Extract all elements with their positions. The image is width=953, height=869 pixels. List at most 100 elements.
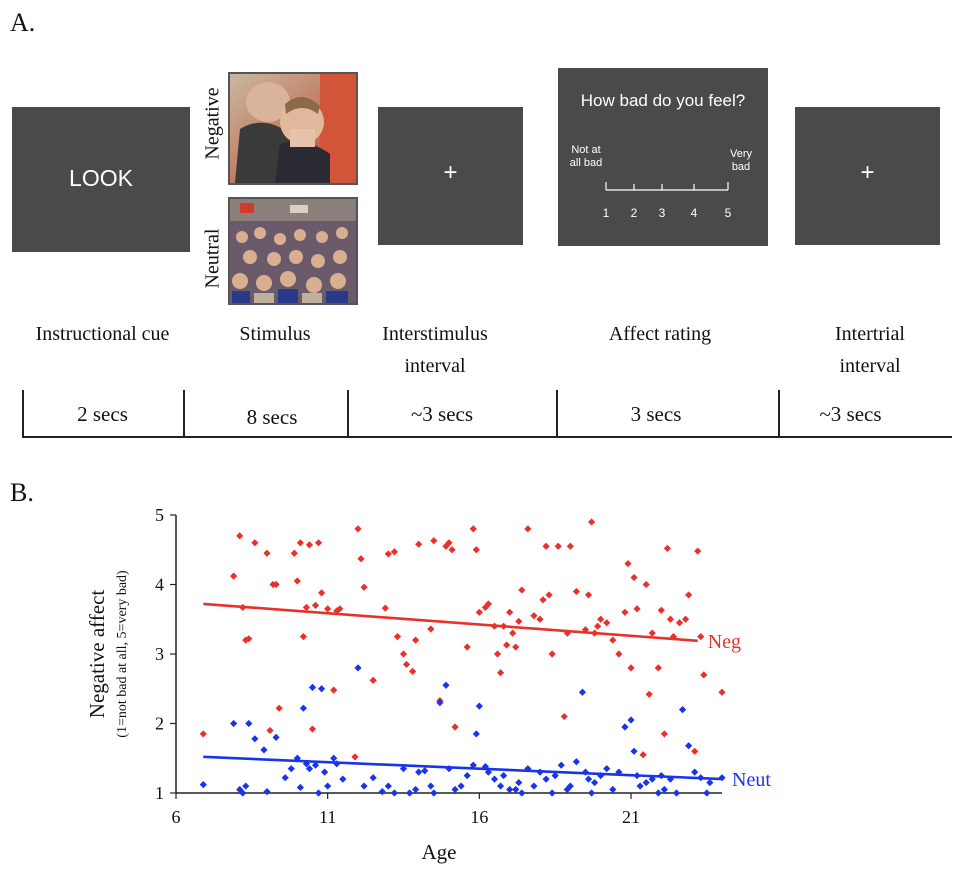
neg-data-point bbox=[515, 617, 523, 625]
neut-data-point bbox=[242, 782, 250, 790]
step-label-affect-rating: Affect rating bbox=[608, 323, 712, 345]
neut-data-point bbox=[475, 702, 483, 710]
neut-data-point bbox=[427, 782, 435, 790]
neut-data-point bbox=[287, 765, 295, 773]
neut-data-point bbox=[578, 688, 587, 696]
neg-data-point bbox=[609, 636, 617, 644]
neg-data-point bbox=[718, 688, 726, 696]
neg-data-point bbox=[296, 539, 304, 547]
neg-data-point bbox=[530, 612, 538, 620]
neg-data-point bbox=[682, 615, 690, 623]
neut-data-point bbox=[685, 742, 693, 750]
neut-data-point bbox=[430, 789, 438, 797]
neg-data-point bbox=[584, 591, 593, 599]
scale-5: 5 bbox=[724, 206, 732, 220]
neg-data-point bbox=[493, 650, 502, 658]
neg-data-point bbox=[445, 539, 453, 547]
neut-data-point bbox=[630, 747, 638, 755]
neut-data-point bbox=[436, 699, 444, 707]
neut-data-point bbox=[296, 783, 304, 792]
neutral-stimulus-image bbox=[228, 197, 358, 305]
neut-data-point bbox=[584, 775, 593, 783]
neg-data-point bbox=[384, 550, 392, 558]
neg-data-point bbox=[666, 615, 675, 623]
panel-b-label: B. bbox=[10, 478, 34, 507]
neg-data-point bbox=[691, 747, 699, 755]
neg-data-point bbox=[603, 619, 611, 627]
neg-data-point bbox=[475, 608, 483, 616]
rating-right-anchor: Very bad bbox=[729, 148, 752, 173]
affect-rating-screen: How bad do you feel? Not at all bad Very… bbox=[558, 68, 768, 246]
neut-data-point bbox=[666, 775, 675, 783]
neg-data-point bbox=[308, 725, 317, 733]
step-label-interstimulus: Interstimulus interval bbox=[382, 323, 488, 377]
neg-data-point bbox=[263, 549, 271, 557]
neut-data-point bbox=[457, 782, 465, 790]
duration-instructional-cue: 2 secs bbox=[77, 402, 128, 426]
neg-data-point bbox=[354, 525, 362, 533]
step-label-intertrial: Intertrial interval bbox=[835, 323, 905, 377]
neg-data-point bbox=[657, 606, 665, 614]
panel-a-label: A. bbox=[10, 8, 36, 37]
duration-stimulus: 8 secs bbox=[246, 405, 298, 429]
neut-data-point bbox=[490, 775, 499, 783]
neg-data-point bbox=[305, 541, 314, 549]
negative-stimulus-image bbox=[228, 72, 358, 185]
neg-data-point bbox=[496, 669, 505, 677]
neg-data-point bbox=[399, 650, 408, 658]
neut-data-point bbox=[360, 782, 368, 790]
neut-data-point bbox=[524, 765, 532, 773]
neg-data-point bbox=[654, 664, 662, 672]
neg-data-point bbox=[448, 546, 456, 554]
neut-data-point bbox=[587, 789, 596, 797]
neg-data-point bbox=[663, 544, 671, 552]
neg-data-point bbox=[360, 583, 368, 591]
neut-data-point bbox=[706, 778, 714, 787]
timeline-tick-2 bbox=[347, 390, 349, 437]
neg-data-point bbox=[512, 643, 520, 651]
neut-data-point bbox=[672, 789, 681, 797]
duration-intertrial: ~3 secs bbox=[819, 402, 882, 426]
intertrial-screen: + bbox=[795, 107, 940, 245]
neg-data-point bbox=[275, 704, 283, 712]
neut-data-point bbox=[299, 704, 307, 712]
neg-data-point bbox=[311, 601, 320, 609]
neut-data-point bbox=[239, 789, 247, 797]
neut-data-point bbox=[451, 785, 459, 794]
neg-data-point bbox=[560, 712, 568, 721]
y-tick-label: 4 bbox=[155, 575, 164, 595]
neg-data-point bbox=[409, 667, 417, 675]
neut-data-point bbox=[512, 785, 520, 794]
timeline-tick-4 bbox=[778, 390, 780, 437]
neg-data-point bbox=[266, 726, 274, 735]
neg-data-point bbox=[314, 539, 323, 547]
neut-data-point bbox=[566, 782, 574, 790]
neg-data-point bbox=[624, 560, 632, 568]
neut-data-point bbox=[199, 781, 207, 789]
scale-2: 2 bbox=[630, 206, 638, 220]
neg-data-point bbox=[318, 589, 326, 597]
y-tick-label: 2 bbox=[155, 714, 164, 734]
neg-data-point bbox=[302, 603, 311, 612]
neg-data-point bbox=[524, 525, 532, 533]
neut-data-point bbox=[390, 789, 398, 797]
neg-data-point bbox=[539, 596, 547, 604]
neg-data-point bbox=[290, 549, 298, 557]
neg-data-point bbox=[506, 608, 514, 616]
neg-data-point bbox=[566, 542, 574, 550]
neg-data-point bbox=[633, 605, 641, 613]
neut-data-point bbox=[506, 785, 514, 794]
duration-affect-rating: 3 secs bbox=[630, 402, 682, 426]
neut-data-point bbox=[500, 772, 508, 780]
y-tick-label: 3 bbox=[155, 644, 164, 664]
neg-data-point bbox=[627, 664, 635, 672]
step-label-instructional-cue: Instructional cue bbox=[35, 323, 170, 345]
neg-data-point bbox=[324, 605, 332, 613]
neut-data-point bbox=[314, 789, 323, 797]
neg-data-point bbox=[685, 591, 693, 599]
neg-data-point bbox=[402, 660, 411, 669]
neg-data-point bbox=[645, 690, 653, 698]
neg-data-point bbox=[469, 525, 477, 533]
neut-data-point bbox=[330, 754, 338, 762]
neut-data-point bbox=[703, 789, 711, 797]
